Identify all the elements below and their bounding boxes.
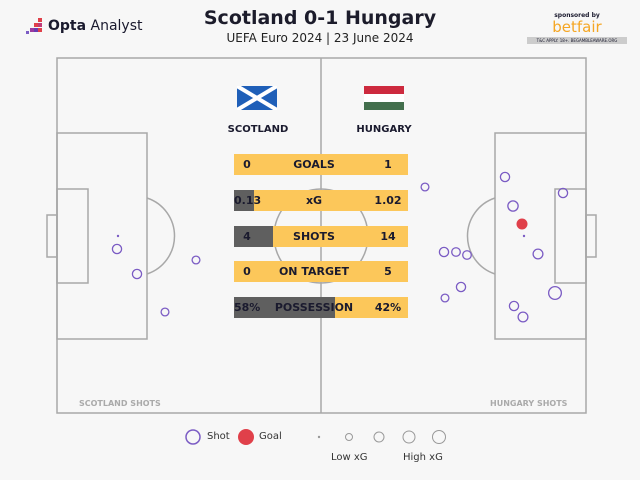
home-value: 58% <box>234 301 261 314</box>
legend-low-xg-label: Low xG <box>331 452 368 463</box>
shot-marker-away <box>507 200 519 212</box>
shot-marker-home <box>111 243 123 255</box>
shot-marker-away <box>508 300 520 312</box>
opta-analyst-logo: Opta Analyst <box>26 18 143 34</box>
right-penalty-box <box>494 132 587 340</box>
home-shots-label: SCOTLAND SHOTS <box>79 399 161 408</box>
shot-marker-away <box>455 281 467 293</box>
stat-bar-possession: 58% POSSESSION 42% <box>234 297 408 318</box>
legend-high-xg-label: High xG <box>403 452 443 463</box>
away-value: 1 <box>384 158 392 171</box>
home-value: 0.13 <box>234 194 262 207</box>
stat-label: SHOTS <box>293 230 335 243</box>
legend-goal-icon <box>238 429 254 445</box>
legend-goal-label: Goal <box>259 431 282 442</box>
stat-bar-xg: 0.13 xG 1.02 <box>234 190 408 211</box>
right-penalty-arc <box>466 197 496 275</box>
stat-label: POSSESSION <box>274 301 354 314</box>
shot-marker-away <box>420 182 430 192</box>
shot-marker-away <box>462 250 472 260</box>
shot-marker-home <box>131 268 143 280</box>
hungary-flag-icon <box>364 86 404 110</box>
sponsor-line: sponsored by <box>554 12 600 19</box>
page-subtitle: UEFA Euro 2024 | 23 June 2024 <box>226 31 414 45</box>
shot-marker-away <box>438 246 450 258</box>
left-penalty-arc <box>146 197 176 275</box>
home-share-fill <box>234 190 254 211</box>
legend-shot-label: Shot <box>207 431 230 442</box>
away-value: 5 <box>384 265 392 278</box>
logo-brand: Opta <box>48 18 87 34</box>
sponsor-disclaimer: T&C APPLY. 18+. BEGAMBLEAWARE.ORG <box>527 37 627 44</box>
stat-bar-on-target: 0 ON TARGET 5 <box>234 261 408 282</box>
home-value: 4 <box>243 230 251 243</box>
legend-xg-size-2 <box>345 433 353 441</box>
home-value: 0 <box>243 158 251 171</box>
legend-xg-size-1 <box>317 435 321 439</box>
away-value: 42% <box>374 301 402 314</box>
sponsor-logo: sponsored by betfair T&C APPLY. 18+. BEG… <box>527 12 627 44</box>
shot-marker-home <box>191 255 201 265</box>
shot-marker-away <box>517 311 529 323</box>
opta-logo-icon <box>26 18 42 34</box>
away-value: 1.02 <box>374 194 402 207</box>
goal-marker-away <box>516 218 528 230</box>
home-share-fill <box>234 297 335 318</box>
shot-marker-away <box>499 171 511 183</box>
shot-marker-away <box>547 285 563 301</box>
stat-label: xG <box>305 194 323 207</box>
shot-marker-home <box>160 307 170 317</box>
shot-marker-home <box>116 234 120 238</box>
away-shots-label: HUNGARY SHOTS <box>490 399 568 408</box>
right-six-yard-box <box>554 188 587 284</box>
left-goal <box>46 214 58 258</box>
shot-marker-away <box>557 187 569 199</box>
legend-xg-size-4 <box>402 430 416 444</box>
right-goal <box>585 214 597 258</box>
home-share-fill <box>234 226 273 247</box>
legend <box>185 429 446 445</box>
away-team-name: HUNGARY <box>356 124 412 135</box>
left-six-yard-box <box>56 188 89 284</box>
logo-product: Analyst <box>90 18 143 34</box>
scotland-flag-icon <box>237 86 277 110</box>
legend-xg-size-5 <box>432 430 446 444</box>
page-title: Scotland 0-1 Hungary <box>203 7 437 29</box>
shot-marker-away <box>532 248 544 260</box>
shot-marker-away <box>522 234 526 238</box>
home-value: 0 <box>243 265 251 278</box>
stat-label: ON TARGET <box>278 265 350 278</box>
shot-marker-away <box>440 293 450 303</box>
stat-bar-goals: 0 GOALS 1 <box>234 154 408 175</box>
stat-bar-shots: 4 SHOTS 14 <box>234 226 408 247</box>
away-value: 14 <box>380 230 396 243</box>
legend-shot-icon <box>185 429 201 445</box>
legend-xg-size-3 <box>373 431 385 443</box>
shot-marker-away <box>451 247 461 257</box>
sponsor-brand: betfair <box>552 18 602 36</box>
left-penalty-box <box>56 132 148 340</box>
home-team-name: SCOTLAND <box>227 124 289 135</box>
stat-label: GOALS <box>293 158 335 171</box>
